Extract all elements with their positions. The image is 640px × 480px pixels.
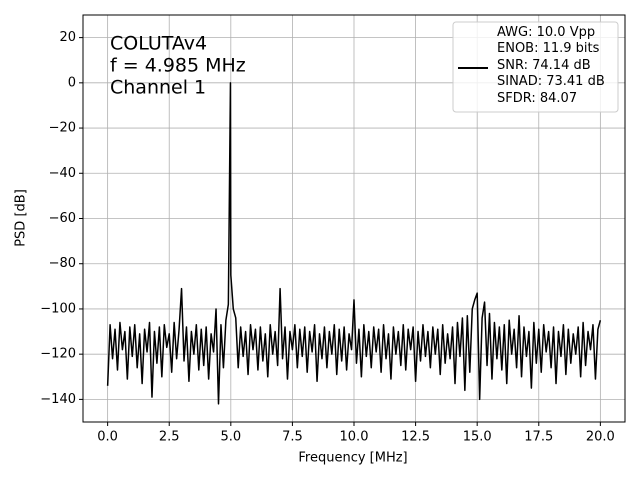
legend-label: AWG: 10.0 Vpp ENOB: 11.9 bits SNR: 74.14…: [497, 25, 605, 106]
y-tick-label: −80: [49, 256, 76, 271]
x-tick-label: 7.5: [282, 430, 303, 445]
x-axis-label: Frequency [MHz]: [298, 451, 407, 466]
x-tick-label: 5.0: [220, 430, 241, 445]
plot: [106, 82, 602, 405]
y-axis-label: PSD [dB]: [14, 189, 29, 247]
x-tick-label: 12.5: [401, 430, 430, 445]
annotation: f = 4.985 MHz: [110, 55, 246, 77]
y-tick-label: −140: [40, 392, 76, 407]
y-tick-label: −20: [49, 121, 76, 136]
y-tick-label: −120: [40, 347, 76, 362]
annotation: Channel 1: [110, 77, 206, 99]
x-tick-label: 17.5: [524, 430, 553, 445]
y-tick-label: −60: [49, 211, 76, 226]
x-tick-label: 20.0: [586, 430, 615, 445]
y-tick-label: 20: [59, 30, 76, 45]
annotation: COLUTAv4: [110, 33, 207, 55]
y-tick-label: −100: [40, 301, 76, 316]
y-tick-label: −40: [49, 166, 76, 181]
legend-box: [452, 21, 619, 113]
psd-line: [106, 82, 602, 405]
y-tick-label: 0: [68, 75, 76, 90]
x-tick-label: 15.0: [463, 430, 492, 445]
x-tick-label: 0.0: [97, 430, 118, 445]
x-tick-label: 10.0: [340, 430, 369, 445]
x-tick-label: 2.5: [159, 430, 180, 445]
